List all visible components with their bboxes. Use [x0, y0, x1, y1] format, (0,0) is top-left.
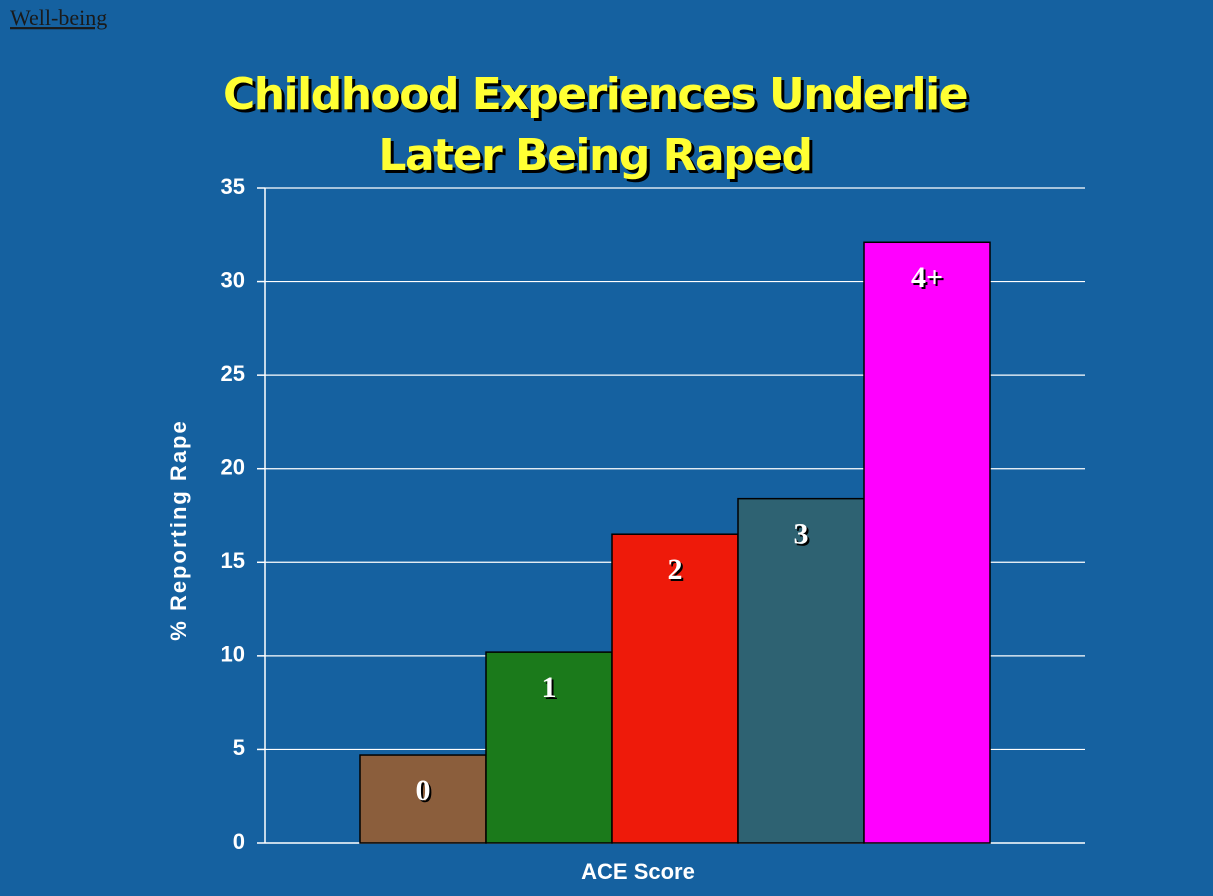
y-tick-label: 0: [233, 829, 245, 854]
bar: [737, 497, 865, 844]
x-axis-label: ACE Score: [581, 859, 695, 884]
y-tick-label: 10: [221, 642, 245, 667]
y-tick-label: 35: [221, 174, 245, 199]
y-tick-label: 15: [221, 548, 245, 573]
bar-category-label: 1: [542, 671, 557, 704]
bar-category-label: 2: [668, 553, 683, 586]
bar: [359, 754, 487, 844]
y-tick-label: 25: [221, 361, 245, 386]
bar-category-label: 0: [416, 774, 431, 807]
chart-title: Childhood Experiences Underlie: [223, 69, 967, 120]
y-axis-label: % Reporting Rape: [166, 419, 191, 640]
bar: [611, 533, 739, 844]
bar: [485, 651, 613, 844]
header-link: Well-being: [10, 5, 107, 30]
bar-category-label: 3: [794, 518, 809, 551]
bar-category-label: 4+: [911, 261, 943, 294]
y-tick-label: 20: [221, 455, 245, 480]
chart-title: Later Being Raped: [378, 130, 811, 181]
y-tick-label: 5: [233, 735, 245, 760]
bar: [863, 241, 991, 844]
y-tick-label: 30: [221, 267, 245, 292]
